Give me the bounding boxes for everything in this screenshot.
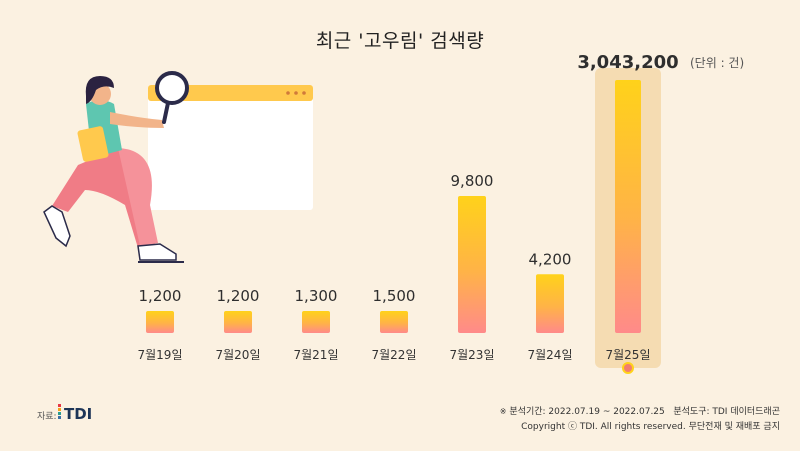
tick-label-7월21일: 7월21일 xyxy=(294,348,339,362)
tick-label-7월22일: 7월22일 xyxy=(372,348,417,362)
illustration-person-magnifier xyxy=(43,71,313,263)
bar-7월21일 xyxy=(302,311,330,333)
tick-label-7월24일: 7월24일 xyxy=(528,348,573,362)
data-label-7월24일: 4,200 xyxy=(529,250,572,268)
tick-label-7월20일: 7월20일 xyxy=(216,348,261,362)
data-label-7월19일: 1,200 xyxy=(139,287,182,305)
bar-7월25일 xyxy=(615,80,641,333)
bar-7월22일 xyxy=(380,311,408,333)
note-mark: ※ xyxy=(499,407,507,416)
svg-text:TDI: TDI xyxy=(64,405,92,423)
data-label-7월22일: 1,500 xyxy=(373,287,416,305)
highlight-dot xyxy=(622,362,634,374)
data-label-7월20일: 1,200 xyxy=(217,287,260,305)
tick-label-7월25일: 7월25일 xyxy=(606,348,651,362)
data-label-7월25일: 3,043,200 xyxy=(577,52,678,73)
unit-label: (단위 : 건) xyxy=(690,56,745,70)
bar-7월19일 xyxy=(146,311,174,333)
data-label-7월21일: 1,300 xyxy=(295,287,338,305)
footer-line-1: ※ 분석기간: 2022.07.19 ~ 2022.07.25 분석도구: TDI… xyxy=(500,404,780,420)
tick-label-7월23일: 7월23일 xyxy=(450,348,495,362)
bar-7월24일 xyxy=(536,274,564,333)
analysis-period: 분석기간: 2022.07.19 ~ 2022.07.25 xyxy=(509,407,665,417)
tdi-logo: TDI xyxy=(58,404,92,423)
bars: 1,200 7월19일 1,200 7월20일 1,300 7월21일 1,500 7월22일… xyxy=(138,52,679,362)
bar-7월23일 xyxy=(458,196,486,333)
copyright: Copyright ⓒ TDI. All rights reserved. 무단… xyxy=(521,422,780,432)
analysis-tool: 분석도구: TDI 데이터드래곤 xyxy=(673,407,780,417)
tick-label-7월19일: 7월19일 xyxy=(138,348,183,362)
bar-7월20일 xyxy=(224,311,252,333)
footer: ※ 분석기간: 2022.07.19 ~ 2022.07.25 분석도구: TDI… xyxy=(500,404,780,435)
data-label-7월23일: 9,800 xyxy=(451,172,494,190)
source-label: 자료: xyxy=(37,412,57,422)
chart-title: 최근 '고우림' 검색량 xyxy=(315,30,485,52)
